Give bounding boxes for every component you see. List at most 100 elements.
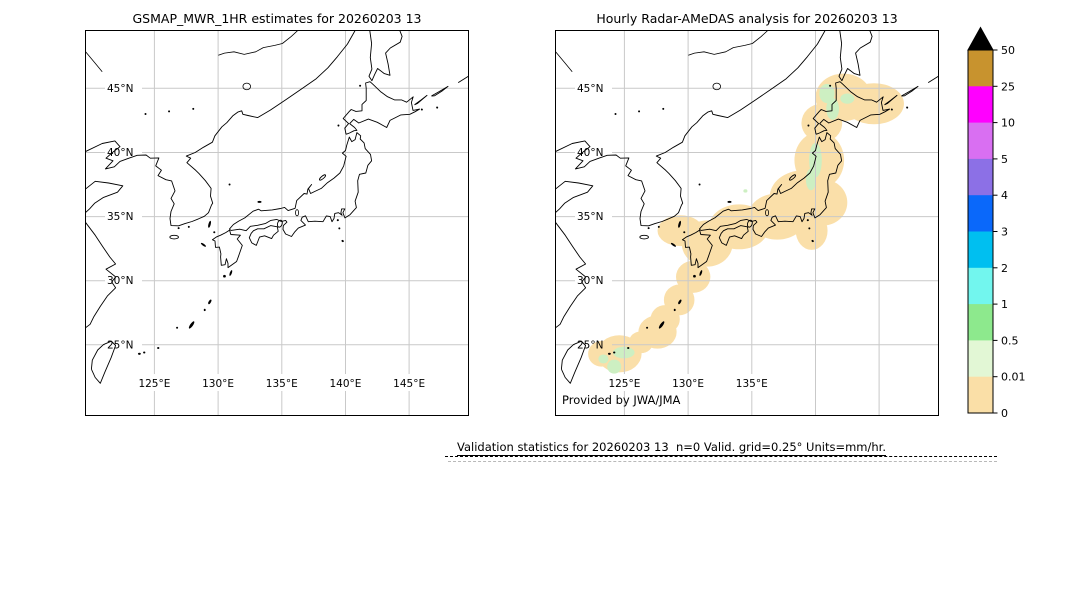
colorbar-tick-label: 0.5: [1001, 334, 1019, 347]
island-jeju: [169, 234, 179, 240]
island-oki: [727, 200, 732, 203]
coastline-kunashir: [884, 94, 898, 106]
island-iriomote: [607, 352, 611, 355]
island-miyako: [157, 347, 160, 350]
island-awaji: [746, 219, 753, 228]
coastline-urup_corner: [927, 75, 939, 83]
island-manchuria-lake-2: [638, 110, 641, 113]
island-manchuria-lake-3: [192, 107, 195, 110]
lake-khanka: [242, 82, 251, 91]
longitude-label: 145°E: [393, 378, 425, 390]
colorbar-tick-label: 3: [1001, 226, 1008, 239]
radar-amedas-map: 45°N 40°N 35°N 30°N 25°N 125°E 130°E 135°E: [555, 30, 939, 416]
map-frame: [85, 30, 469, 416]
colorbar-tick-label: 25: [1001, 80, 1015, 93]
coastline-shandong: [85, 180, 124, 214]
island-yakushima: [693, 274, 696, 278]
island-korea-south-isle-2: [187, 225, 190, 228]
colorbar-tick-label: 0.01: [1001, 371, 1026, 384]
coastline-china_east: [85, 221, 117, 329]
river-line: [555, 51, 573, 72]
map-frame: [555, 30, 939, 416]
island-goto: [200, 242, 207, 247]
island-izu-oshima: [336, 219, 339, 222]
island-hachijo: [341, 239, 344, 243]
coastline-urup_corner: [457, 75, 469, 83]
precipitation-colorbar: 50 25 10 5 4 3 2 1 0.5 0.01 0: [967, 26, 1026, 420]
coastline-kunashir: [414, 94, 428, 106]
light-rain-area: [743, 189, 748, 193]
colorbar-tick-label: 2: [1001, 262, 1008, 275]
island-manchuria-lake-2: [168, 110, 171, 113]
radar-coverage-area: [675, 260, 711, 293]
island-kume: [646, 326, 649, 329]
colorbar-segment: [968, 122, 993, 160]
coastline-kyushu: [681, 229, 713, 269]
colorbar-tick-label: 50: [1001, 44, 1015, 57]
coastline-hokkaido: [342, 81, 421, 135]
island-okinawa: [658, 321, 665, 329]
island-okushiri: [337, 124, 340, 127]
colorbar-segment: [968, 50, 993, 87]
island-tanegashima: [699, 270, 703, 276]
colorbar-tick-label: 5: [1001, 153, 1008, 166]
longitude-label: 125°E: [138, 378, 170, 390]
island-shikotan: [906, 106, 909, 109]
lake-khanka: [712, 82, 721, 91]
river-line: [688, 30, 769, 56]
island-korea-south-isle-2: [657, 225, 660, 228]
river-line: [218, 30, 299, 56]
latitude-label: 45°N: [577, 83, 603, 95]
island-korea-south-isle-1: [177, 227, 180, 230]
island-kume: [176, 326, 179, 329]
colorbar-segment: [968, 158, 993, 196]
latitude-label: 30°N: [577, 275, 603, 287]
island-iriomote: [137, 352, 141, 355]
island-amami: [678, 299, 682, 305]
island-shikotan: [436, 106, 439, 109]
radar-coverage-area: [844, 83, 904, 125]
gsmap-estimate-map: 45°N 40°N 35°N 30°N 25°N 125°E 130°E 135°E 140°E…: [85, 30, 469, 416]
left-panel-title: GSMAP_MWR_1HR estimates for 20260203 13: [132, 11, 422, 26]
island-okinawa: [188, 321, 195, 329]
coastline-honshu: [228, 132, 373, 237]
island-tsushima: [208, 220, 212, 228]
colorbar-over-arrow: [967, 26, 994, 51]
longitude-label: 135°E: [266, 378, 298, 390]
coastline-sakhalin: [838, 30, 873, 82]
coastline-taiwan: [560, 340, 587, 384]
coastline-hokkaido: [812, 81, 891, 135]
island-ulleung: [698, 183, 701, 186]
island-tanegashima: [229, 270, 233, 276]
island-rishiri: [829, 84, 832, 87]
coastline-taiwan: [90, 340, 117, 384]
coastline-shikoku: [718, 225, 749, 246]
colorbar-segment: [968, 86, 993, 123]
island-izu-oshima: [806, 219, 809, 222]
island-miyako: [627, 347, 630, 350]
island-manchuria-lake-3: [662, 107, 665, 110]
latitude-label: 30°N: [107, 275, 133, 287]
island-manchuria-lake-1: [144, 112, 147, 115]
coastline-korea_mainland: [555, 30, 826, 227]
validation-statistics-text: Validation statistics for 20260203 13 n=…: [457, 440, 886, 456]
island-miyake: [338, 227, 341, 230]
island-oki: [257, 200, 262, 203]
coastline-shandong: [555, 180, 594, 214]
island-tokunoshima: [203, 308, 206, 312]
longitude-label: 125°E: [608, 378, 640, 390]
river-line: [85, 51, 103, 72]
island-tokunoshima: [673, 308, 676, 312]
longitude-label: 130°E: [672, 378, 704, 390]
coastline-iturup: [901, 85, 919, 97]
dashed-rule: [445, 456, 997, 457]
right-panel-title: Hourly Radar-AMeDAS analysis for 2026020…: [596, 11, 898, 26]
latitude-label: 35°N: [577, 211, 603, 223]
colorbar-segment: [968, 195, 993, 232]
coastline-korea_mainland: [85, 30, 356, 227]
colorbar-tick-label: 4: [1001, 189, 1008, 202]
island-habomai: [890, 108, 893, 111]
longitude-label: 140°E: [329, 378, 361, 390]
island-manchuria-lake-1: [614, 112, 617, 115]
